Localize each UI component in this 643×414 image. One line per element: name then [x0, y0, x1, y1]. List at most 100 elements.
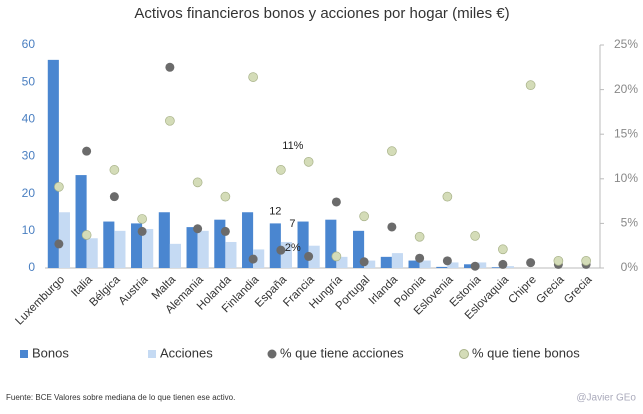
x-tick-label: Bélgica — [87, 273, 123, 309]
dot — [220, 226, 230, 236]
dot — [165, 115, 175, 126]
bar — [325, 219, 337, 268]
dot — [498, 259, 508, 269]
bar — [353, 230, 365, 268]
dot — [498, 244, 508, 255]
dot — [137, 226, 147, 236]
dot — [82, 146, 92, 156]
y2-tick-label: 10% — [614, 171, 638, 185]
dot — [331, 251, 342, 262]
dot — [470, 231, 480, 241]
bar — [308, 245, 320, 268]
y2-tick-label: 0% — [621, 260, 639, 274]
data-label: 2% — [285, 242, 301, 254]
dot — [109, 192, 119, 202]
dot — [331, 197, 341, 207]
bar — [380, 256, 392, 268]
bar — [186, 227, 198, 268]
y-tick-label: 40 — [22, 112, 36, 126]
dot — [193, 224, 203, 234]
x-tick-label: Luxemburgo — [13, 274, 67, 328]
legend-label: Acciones — [160, 345, 213, 360]
y2-tick-label: 5% — [621, 216, 639, 230]
bar — [47, 59, 59, 268]
bar — [103, 221, 115, 268]
dot — [359, 211, 369, 222]
dot — [276, 165, 286, 175]
dot — [442, 191, 453, 202]
source-note: Fuente: BCE Valores sobre mediana de lo … — [6, 393, 235, 402]
dot — [553, 256, 564, 266]
dot — [137, 214, 147, 224]
bar — [491, 267, 503, 268]
bar — [142, 228, 154, 268]
dot — [387, 146, 397, 156]
y2-tick-label: 20% — [614, 82, 638, 96]
bar — [502, 266, 514, 268]
dot — [526, 258, 536, 268]
bar — [131, 223, 143, 268]
bar — [269, 223, 281, 268]
credit: @Javier GEo — [576, 393, 636, 404]
legend-label: % que tiene acciones — [280, 345, 404, 360]
legend-swatch — [267, 349, 277, 359]
legend-swatch — [20, 350, 28, 358]
dot — [415, 253, 425, 263]
dot — [303, 157, 314, 167]
bar — [391, 253, 403, 268]
bar — [475, 262, 487, 268]
dot — [414, 231, 425, 242]
x-tick-label: Grecia — [534, 273, 567, 306]
dot — [220, 191, 231, 202]
legend-swatch — [459, 349, 469, 359]
dot — [387, 222, 397, 232]
bar — [169, 243, 181, 268]
legend-swatch — [148, 350, 156, 358]
y2-tick-label: 25% — [614, 37, 638, 51]
dot — [304, 251, 314, 261]
bar — [419, 260, 431, 268]
bar — [464, 264, 476, 268]
dot — [525, 80, 536, 90]
bar — [197, 230, 209, 268]
dot — [470, 261, 480, 271]
legend-label: Bonos — [32, 345, 69, 360]
bar — [86, 238, 98, 268]
bar — [214, 219, 226, 268]
dot — [81, 230, 92, 240]
x-tick-label: Chipre — [506, 274, 538, 306]
dot — [54, 239, 64, 249]
x-tick-label: Austria — [117, 273, 151, 307]
bar — [253, 249, 265, 268]
bar — [158, 212, 170, 268]
bar — [297, 221, 309, 268]
dot — [248, 254, 258, 264]
data-label: 11% — [282, 140, 303, 152]
bar — [75, 175, 87, 268]
bar — [447, 262, 459, 268]
bar — [114, 230, 126, 268]
bar — [225, 241, 237, 268]
dot — [248, 72, 258, 82]
y-tick-label: 60 — [22, 37, 36, 51]
bar — [364, 260, 376, 268]
y-tick-label: 30 — [22, 149, 36, 163]
bar — [280, 241, 292, 268]
bar — [242, 212, 254, 268]
data-label: 7 — [289, 218, 295, 230]
y2-tick-label: 15% — [614, 126, 638, 140]
x-tick-label: Grecia — [562, 273, 595, 306]
bar — [58, 212, 70, 268]
chart-title: Activos financieros bonos y acciones por… — [134, 5, 509, 22]
bar — [408, 260, 420, 268]
y-tick-label: 10 — [22, 223, 36, 237]
dot — [276, 245, 286, 255]
dot — [165, 62, 175, 72]
legend-label: % que tiene bonos — [472, 345, 580, 360]
bar — [436, 266, 448, 268]
dot — [581, 256, 591, 266]
y-tick-label: 20 — [22, 186, 36, 200]
y-tick-label: 0 — [28, 260, 35, 274]
dot — [192, 177, 203, 188]
